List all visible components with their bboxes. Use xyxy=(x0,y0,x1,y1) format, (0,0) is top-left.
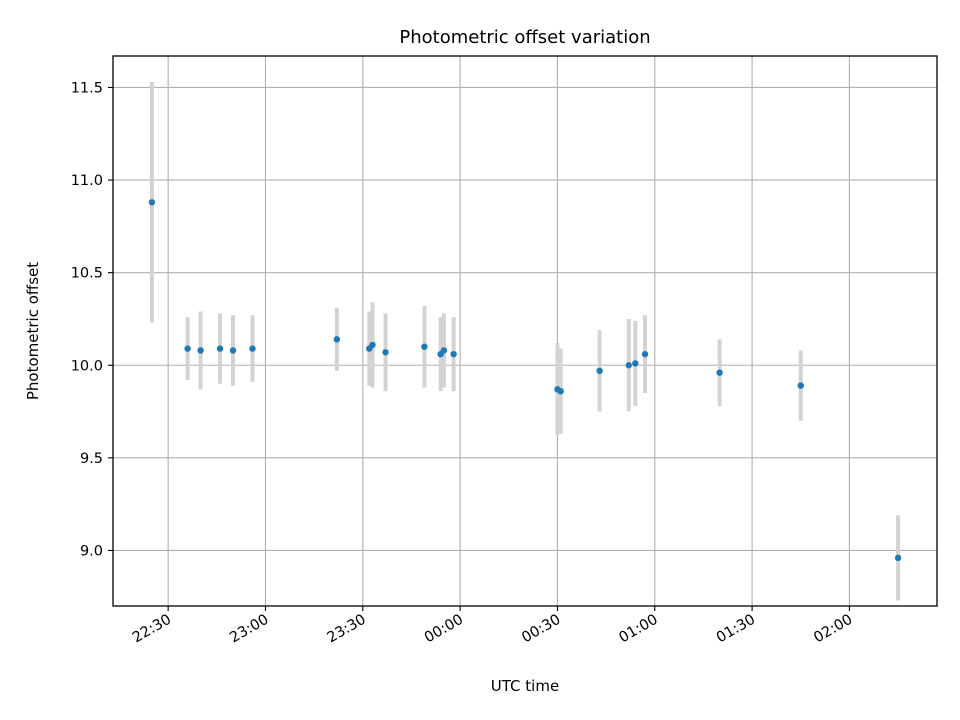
y-tick-label: 11.5 xyxy=(71,80,103,96)
data-point xyxy=(249,345,256,352)
data-point xyxy=(716,369,723,376)
y-tick-label: 10.0 xyxy=(71,358,103,374)
plot-frame xyxy=(112,55,938,607)
data-point xyxy=(184,345,191,352)
y-tick-label: 10.5 xyxy=(71,266,103,282)
data-point xyxy=(450,350,457,358)
data-point xyxy=(333,336,341,343)
data-point xyxy=(369,341,376,349)
y-axis: 9.0 9.5 10.0 10.5 11.0 11.5 xyxy=(71,80,113,559)
data-point xyxy=(596,367,603,375)
data-point xyxy=(641,350,649,358)
data-point xyxy=(382,349,389,356)
data-point xyxy=(632,360,639,367)
x-axis-label: UTC time xyxy=(491,677,559,695)
y-tick-label: 9.5 xyxy=(80,451,103,467)
data-point xyxy=(797,382,804,389)
data-point xyxy=(216,345,224,352)
grid xyxy=(113,56,937,606)
data-point xyxy=(894,554,902,562)
data-point xyxy=(625,362,633,369)
data-point xyxy=(557,387,564,395)
data-point xyxy=(440,347,448,354)
chart-title: Photometric offset variation xyxy=(399,27,650,48)
data-points xyxy=(148,199,902,562)
data-point xyxy=(197,347,204,354)
y-tick-label: 9.0 xyxy=(80,543,103,559)
data-point xyxy=(229,347,237,354)
data-point xyxy=(148,199,156,206)
y-axis-label: Photometric offset xyxy=(24,262,42,400)
data-point xyxy=(421,343,428,350)
y-tick-label: 11.0 xyxy=(71,173,103,189)
